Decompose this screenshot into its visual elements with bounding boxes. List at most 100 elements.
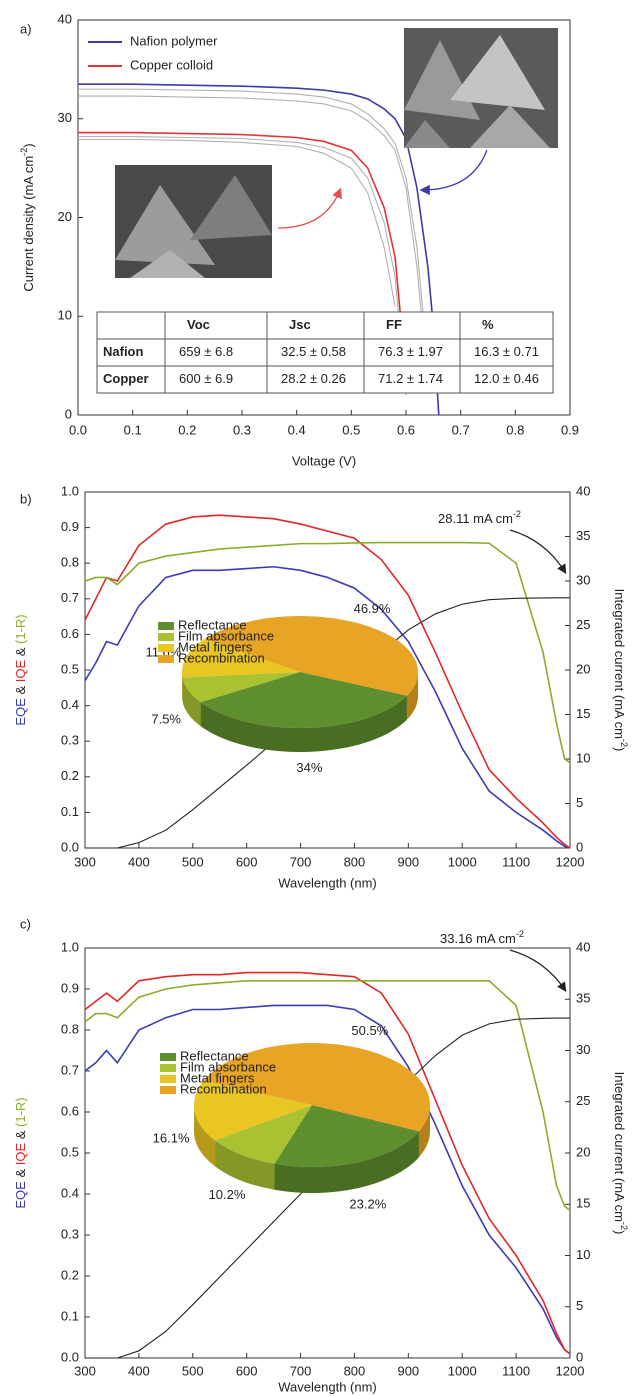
annotation-part: -2 [516, 929, 524, 939]
series-line [78, 88, 429, 366]
y2-tick-label: 10 [576, 750, 590, 765]
y-tick-label: 0.5 [61, 661, 79, 676]
table-cell: 600 ± 6.9 [179, 371, 233, 386]
y2-tick-label: 20 [576, 1144, 590, 1159]
annotation-part: 33.16 mA cm [440, 931, 516, 946]
series-line [78, 131, 407, 376]
pie-side [406, 672, 418, 720]
y2-tick-label: 25 [576, 1093, 590, 1108]
pie-side [182, 672, 183, 702]
pie-value-label: 16.1% [153, 1131, 190, 1146]
y-tick-label: 0.0 [61, 839, 79, 854]
x-tick-label: 700 [290, 1363, 312, 1378]
x-tick-label: 0.6 [397, 422, 415, 437]
pie-value-label: 7.5% [151, 711, 181, 726]
y2-axis-label-part: Integrated current (mA cm [612, 1072, 627, 1222]
y-tick-label: 0.3 [61, 733, 79, 748]
y2-axis-label-part: -2 [619, 739, 629, 747]
legend-swatch [160, 1053, 176, 1061]
x-tick-label: 0.1 [124, 422, 142, 437]
table-header: Jsc [289, 317, 311, 332]
y-tick-label: 0 [65, 406, 72, 421]
legend-swatch [158, 622, 174, 630]
x-tick-label: 500 [182, 1363, 204, 1378]
pie-value-label: 10.2% [209, 1187, 246, 1202]
table-row-label: Nafion [103, 344, 144, 359]
y2-tick-label: 10 [576, 1247, 590, 1262]
series-line [84, 565, 571, 849]
pie-side-shade [406, 672, 418, 720]
x-tick-label: 300 [74, 854, 96, 869]
table-frame [96, 311, 554, 394]
y-tick-label: 0.9 [61, 519, 79, 534]
y2-axis-label-part: Integrated current (mA cm [612, 589, 627, 739]
x-axis-label: Wavelength (nm) [278, 875, 377, 890]
x-tick-label: 600 [236, 1363, 258, 1378]
legend-swatch [160, 1064, 176, 1072]
y-tick-label: 0.8 [61, 555, 79, 570]
x-tick-label: 1100 [502, 1363, 530, 1378]
y-axis-label-part: & [13, 644, 28, 660]
x-tick-label: 300 [74, 1363, 96, 1378]
legend-swatch [158, 644, 174, 652]
x-tick-label: 1000 [448, 1363, 477, 1378]
series-line [78, 95, 429, 386]
x-axis-label: Wavelength (nm) [278, 1379, 377, 1394]
table-cell: 76.3 ± 1.97 [378, 344, 443, 359]
legend-swatch [158, 633, 174, 641]
y-tick-label: 0.6 [61, 1103, 79, 1118]
legend-label: Reflectance [178, 617, 247, 632]
pie-side-shade [418, 1105, 430, 1158]
x-tick-label: 1200 [556, 1363, 585, 1378]
series-line [84, 541, 571, 764]
y2-tick-label: 30 [576, 1042, 590, 1057]
pie-slice [194, 1080, 312, 1141]
x-tick-label: 0.3 [233, 422, 251, 437]
x-tick-label: 0.4 [288, 422, 306, 437]
x-tick-label: 0.8 [506, 422, 524, 437]
y-tick-label: 0.3 [61, 1226, 79, 1241]
y2-tick-label: 25 [576, 617, 590, 632]
pie-side [418, 1105, 430, 1158]
overlays [115, 28, 567, 992]
pie-side [274, 1131, 419, 1193]
legend-label: Nafion polymer [130, 33, 218, 48]
y-tick-label: 0.1 [61, 804, 79, 819]
y-axis-label-part: & [13, 1165, 28, 1181]
y-tick-label: 0.2 [61, 768, 79, 783]
x-tick-label: 1000 [448, 854, 477, 869]
y2-tick-label: 0 [576, 839, 583, 854]
table-cell: 28.2 ± 0.26 [281, 371, 346, 386]
y2-axis-label-part: ) [612, 747, 627, 751]
table-header: Voc [187, 317, 210, 332]
y-tick-label: 0.1 [61, 1308, 79, 1323]
sem-image [404, 28, 558, 148]
table-cell: 16.3 ± 0.71 [474, 344, 539, 359]
pie-slice [200, 672, 407, 728]
x-tick-label: 0.0 [69, 422, 87, 437]
y-tick-label: 0.7 [61, 1062, 79, 1077]
pie-slice [215, 1105, 312, 1164]
pie-value-label: 50.5% [351, 1023, 388, 1038]
annotation-part: 28.11 mA cm [438, 511, 513, 526]
pie-side-shade [200, 695, 407, 752]
x-tick-label: 1100 [502, 854, 530, 869]
y-axis-label: EQE & IQE & (1-R) [13, 1097, 28, 1208]
y-tick-label: 0.7 [61, 590, 79, 605]
arrow [277, 187, 342, 229]
pie-side-shade [274, 1131, 419, 1193]
series-line [84, 1004, 571, 1355]
y2-tick-label: 40 [576, 939, 590, 954]
legend-label: Copper colloid [130, 57, 213, 72]
pie-side [182, 677, 201, 727]
y-tick-label: 0.4 [61, 1185, 79, 1200]
pie-slice [274, 1105, 419, 1167]
y-tick-label: 0.9 [61, 980, 79, 995]
y-axis-label-part: EQE [13, 1181, 28, 1209]
y2-tick-label: 35 [576, 991, 590, 1006]
x-tick-label: 0.2 [178, 422, 196, 437]
table-cell: 659 ± 6.8 [179, 344, 233, 359]
legend-label: Reflectance [180, 1048, 249, 1063]
table-row-label: Copper [103, 371, 149, 386]
